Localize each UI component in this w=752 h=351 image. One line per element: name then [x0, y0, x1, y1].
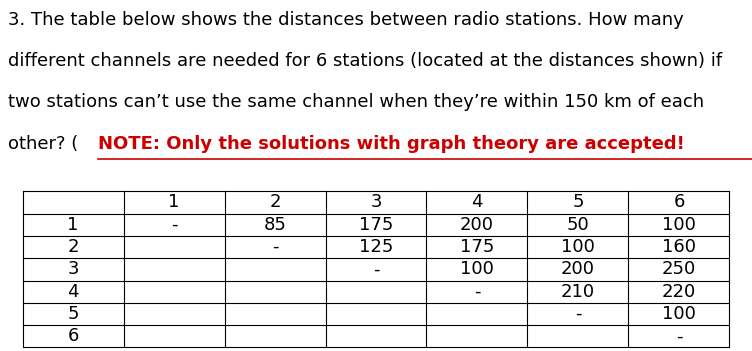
Text: 5: 5	[67, 305, 79, 323]
Text: 125: 125	[359, 238, 393, 256]
Text: different channels are needed for 6 stations (located at the distances shown) if: different channels are needed for 6 stat…	[8, 52, 722, 70]
Text: 210: 210	[561, 283, 595, 301]
Text: 4: 4	[472, 193, 483, 211]
Text: 2: 2	[67, 238, 79, 256]
Text: 50: 50	[566, 216, 590, 234]
Text: 6: 6	[673, 193, 684, 211]
Text: 3. The table below shows the distances between radio stations. How many: 3. The table below shows the distances b…	[8, 11, 684, 28]
Text: 5: 5	[572, 193, 584, 211]
Text: 200: 200	[561, 260, 595, 278]
Text: two stations can’t use the same channel when they’re within 150 km of each: two stations can’t use the same channel …	[8, 93, 704, 111]
Text: 100: 100	[662, 305, 696, 323]
Text: -: -	[171, 216, 177, 234]
Text: 175: 175	[459, 238, 494, 256]
Text: -: -	[676, 327, 682, 345]
Text: other? (: other? (	[8, 135, 77, 153]
Text: -: -	[271, 238, 278, 256]
Text: -: -	[474, 283, 481, 301]
Text: 85: 85	[264, 216, 287, 234]
Text: 175: 175	[359, 216, 393, 234]
Text: 200: 200	[460, 216, 494, 234]
Text: NOTE: Only the solutions with graph theory are accepted!: NOTE: Only the solutions with graph theo…	[99, 135, 685, 153]
Text: 100: 100	[460, 260, 494, 278]
Text: 1: 1	[68, 216, 79, 234]
Text: 160: 160	[662, 238, 696, 256]
Text: 1: 1	[168, 193, 180, 211]
Text: 100: 100	[662, 216, 696, 234]
Text: 6: 6	[68, 327, 79, 345]
Text: 3: 3	[370, 193, 382, 211]
Text: -: -	[373, 260, 379, 278]
Text: 2: 2	[269, 193, 280, 211]
Text: 4: 4	[67, 283, 79, 301]
Text: 3: 3	[67, 260, 79, 278]
Text: 220: 220	[662, 283, 696, 301]
Text: -: -	[575, 305, 581, 323]
Text: 250: 250	[662, 260, 696, 278]
Text: 100: 100	[561, 238, 595, 256]
